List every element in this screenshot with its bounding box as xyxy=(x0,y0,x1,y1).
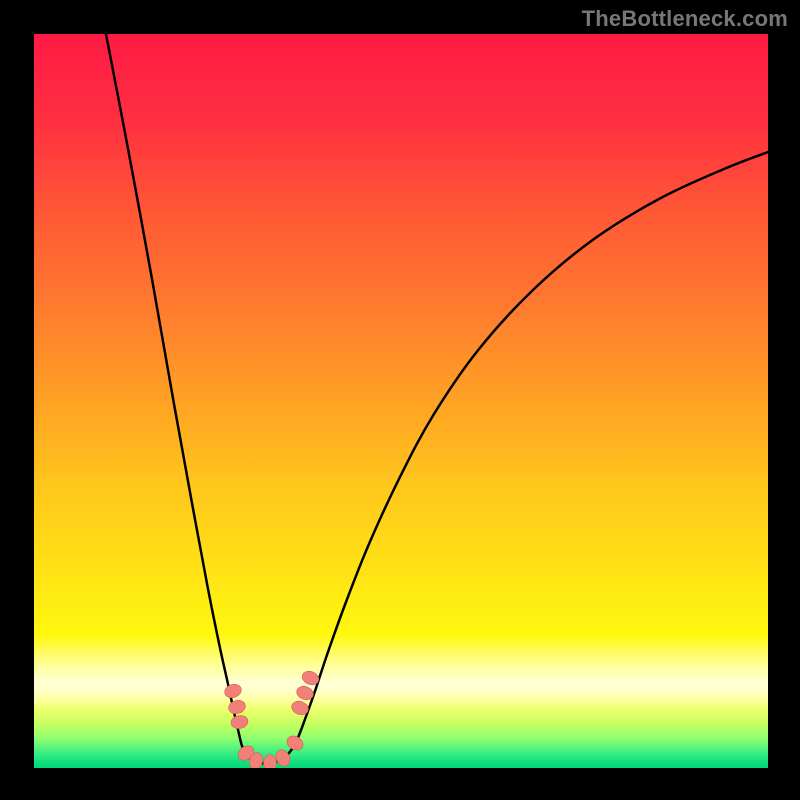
watermark-text: TheBottleneck.com xyxy=(582,6,788,32)
chart-container: TheBottleneck.com xyxy=(0,0,800,800)
plot-area xyxy=(34,34,768,768)
curve-path xyxy=(106,34,768,763)
bottleneck-curve xyxy=(34,34,768,768)
